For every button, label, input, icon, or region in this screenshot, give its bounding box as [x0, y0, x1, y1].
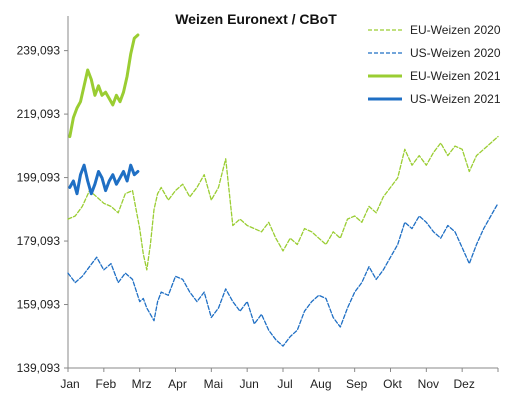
x-tick-label: Jan — [60, 377, 79, 391]
x-tick-label: Aug — [310, 377, 331, 391]
x-tick-label: Jun — [239, 377, 258, 391]
y-tick-label: 199,093 — [17, 171, 61, 185]
legend-label-3: US-Weizen 2021 — [410, 92, 501, 106]
x-tick-label: Mai — [204, 377, 223, 391]
x-tick-label: Mrz — [132, 377, 152, 391]
x-tick-label: Apr — [168, 377, 187, 391]
x-tick-label: Sep — [346, 377, 368, 391]
legend-label-2: EU-Weizen 2021 — [410, 69, 501, 83]
y-tick-label: 139,093 — [17, 361, 61, 375]
x-tick-label: Okt — [383, 377, 402, 391]
series-layer — [67, 33, 499, 347]
y-tick-label: 239,093 — [17, 44, 61, 58]
y-tick-label: 219,093 — [17, 107, 61, 121]
series-line-1 — [67, 202, 499, 347]
series-line-3 — [68, 163, 140, 196]
x-tick-label: Nov — [418, 377, 439, 391]
chart-title: Weizen Euronext / CBoT — [175, 11, 337, 27]
series-line-0 — [67, 135, 499, 271]
axes: 139,093 159,093 179,093 199,093 219,093 239,0… — [17, 16, 499, 391]
series-line-2 — [68, 33, 140, 139]
legend-label-1: US-Weizen 2020 — [410, 46, 501, 60]
x-tick-label: Jul — [277, 377, 292, 391]
y-tick-label: 179,093 — [17, 234, 61, 248]
legend: EU-Weizen 2020 US-Weizen 2020 EU-Weizen 20… — [368, 23, 501, 106]
legend-label-0: EU-Weizen 2020 — [410, 23, 501, 37]
x-tick-label: Dez — [453, 377, 474, 391]
y-tick-label: 159,093 — [17, 298, 61, 312]
x-tick-label: Feb — [95, 377, 116, 391]
